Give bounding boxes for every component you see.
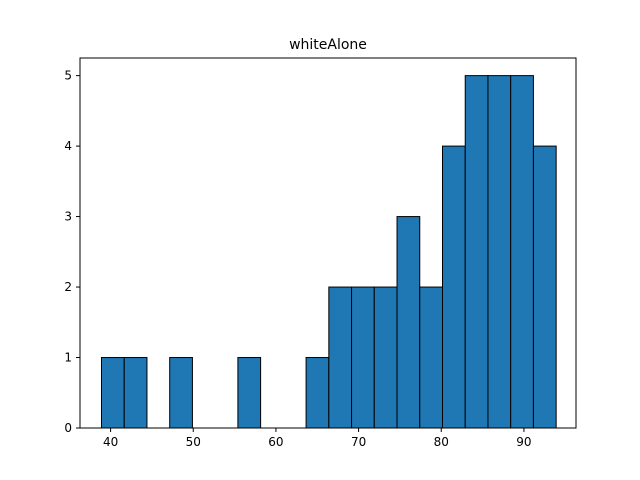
bars-group [100, 75, 557, 429]
histogram-bar-9 [305, 357, 330, 429]
chart-title: whiteAlone [289, 37, 367, 53]
x-tick-label-3: 70 [351, 435, 366, 449]
histogram-bar-6 [237, 357, 262, 429]
y-tick-label-1: 1 [64, 351, 72, 365]
histogram-bar-11 [351, 286, 375, 429]
histogram-bar-3 [169, 357, 193, 429]
histogram-bar-14 [419, 286, 443, 429]
y-tick-label-3: 3 [64, 210, 72, 224]
histogram-bar-17 [487, 75, 512, 429]
y-tick-label-0: 0 [64, 421, 72, 435]
histogram-bar-19 [532, 145, 557, 429]
x-tick-label-1: 50 [186, 435, 201, 449]
histogram-bar-18 [510, 75, 534, 429]
x-tick-label-4: 80 [434, 435, 449, 449]
x-tick-label-2: 60 [268, 435, 283, 449]
x-tick-label-5: 90 [516, 435, 531, 449]
histogram-bar-1 [123, 357, 148, 429]
x-tick-label-0: 40 [103, 435, 118, 449]
histogram-bar-15 [441, 145, 466, 429]
histogram-bar-16 [464, 75, 489, 429]
y-tick-label-4: 4 [64, 139, 72, 153]
plot-frame [79, 57, 577, 429]
x-axis-ticks: 40 50 60 70 80 90 [103, 428, 532, 449]
y-tick-label-2: 2 [64, 280, 72, 294]
histogram-bar-12 [373, 286, 398, 429]
histogram-bar-13 [396, 216, 421, 429]
y-tick-label-5: 5 [64, 69, 72, 83]
histogram-bar-10 [328, 286, 353, 429]
y-axis-ticks: 0 1 2 3 4 5 [64, 69, 80, 435]
histogram-bar-0 [100, 357, 125, 429]
